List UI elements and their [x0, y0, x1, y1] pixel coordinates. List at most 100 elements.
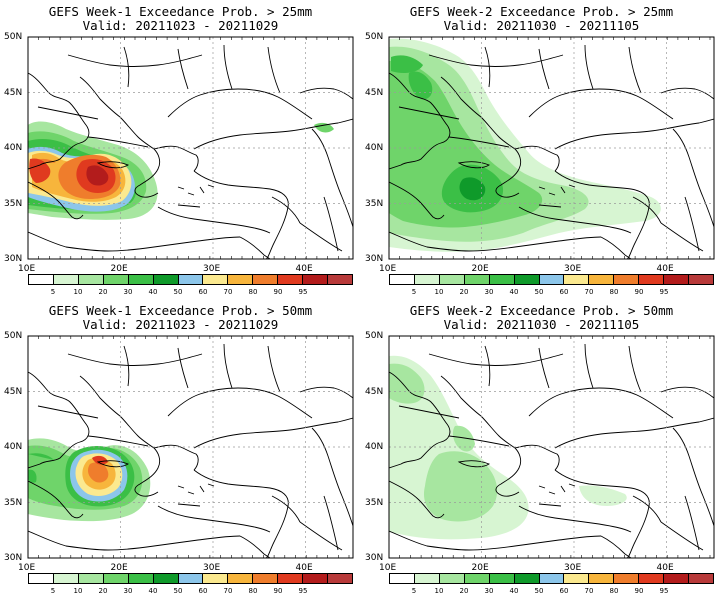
- colorbar-label: 95: [298, 288, 308, 296]
- lat-label: 50N: [4, 331, 23, 341]
- coastline: [28, 530, 241, 551]
- coastline: [28, 72, 90, 170]
- panel-week1-25mm: GEFS Week-1 Exceedance Prob. > 25mm Valid…: [0, 0, 361, 299]
- coastline: [28, 480, 84, 519]
- coastline: [28, 231, 241, 252]
- colorbar-swatch: [589, 574, 615, 583]
- lat-label: 30N: [365, 254, 384, 264]
- colorbar-label: 60: [559, 587, 569, 595]
- lat-label: 45N: [365, 87, 384, 98]
- coastline: [223, 44, 281, 94]
- coastline: [389, 480, 445, 519]
- coastline: [389, 72, 451, 170]
- colorbar-label: 5: [411, 587, 417, 595]
- colorbar: [389, 573, 714, 584]
- coastline: [518, 206, 632, 234]
- panel-title: GEFS Week-2 Exceedance Prob. > 25mm: [409, 4, 674, 19]
- colorbar-label: 80: [609, 288, 619, 296]
- map-frame: [388, 36, 715, 260]
- lon-label: 40E: [295, 264, 313, 274]
- coastline: [660, 386, 714, 399]
- coastline: [299, 386, 353, 399]
- coastline: [153, 145, 199, 172]
- map-frame: [388, 335, 715, 559]
- lon-label: 20E: [110, 264, 128, 274]
- colorbar-label: 95: [659, 288, 669, 296]
- lon-label: 40E: [656, 563, 674, 573]
- colorbar-swatch: [178, 275, 204, 284]
- coastline: [514, 145, 560, 172]
- colorbar-swatch: [203, 574, 229, 583]
- colorbar-swatch: [464, 275, 490, 284]
- panel-week1-50mm: GEFS Week-1 Exceedance Prob. > 50mm Valid…: [0, 299, 361, 598]
- colorbar-swatch: [53, 275, 79, 284]
- prob-20-30-area: [389, 60, 543, 228]
- prob-30-40-area: [28, 469, 37, 483]
- colorbar-swatch: [564, 275, 590, 284]
- coastline: [311, 427, 353, 527]
- lon-label: 10E: [379, 264, 397, 274]
- colorbar-label: 30: [484, 587, 494, 595]
- coastline: [428, 54, 564, 67]
- prob-10-20-area: [423, 451, 498, 522]
- colorbar-swatch: [514, 574, 540, 583]
- colorbar-swatch: [514, 275, 540, 284]
- coastline: [600, 535, 632, 558]
- colorbar-label: 80: [609, 587, 619, 595]
- coastline: [167, 88, 313, 120]
- colorbar-label: 90: [273, 288, 283, 296]
- prob-40-50-area: [459, 177, 486, 201]
- colorbar-label: 10: [73, 587, 83, 595]
- colorbar-label: 20: [98, 587, 108, 595]
- lat-label: 40N: [4, 143, 23, 153]
- coastline: [67, 353, 203, 366]
- colorbar-label: 95: [659, 587, 669, 595]
- lon-label: 30E: [203, 264, 221, 274]
- colorbar-label: 60: [198, 288, 208, 296]
- prob-20-30-area: [314, 122, 334, 133]
- lon-label: 10E: [18, 264, 36, 274]
- coastline: [271, 196, 343, 252]
- coastline: [28, 371, 90, 469]
- coastline: [96, 460, 129, 468]
- colorbar-label: 50: [173, 587, 183, 595]
- coastline: [538, 184, 576, 208]
- prob-10-20-area: [389, 363, 425, 404]
- colorbar-swatch: [253, 574, 279, 583]
- coastline: [193, 170, 289, 259]
- prob-30-40-area: [391, 55, 423, 73]
- colorbar-label: 90: [634, 288, 644, 296]
- coastline: [554, 118, 714, 150]
- probability-shading: [389, 38, 661, 252]
- colorbar-swatch: [439, 574, 465, 583]
- colorbar-swatch: [464, 574, 490, 583]
- prob-10-20-area: [452, 425, 475, 452]
- colorbar-swatch: [103, 574, 129, 583]
- colorbar-label: 20: [459, 288, 469, 296]
- coastline: [389, 371, 451, 469]
- coastlines: [389, 44, 714, 259]
- colorbar-swatch: [153, 574, 179, 583]
- coastline: [37, 106, 149, 148]
- coastline: [554, 417, 714, 449]
- colorbar-label: 50: [534, 587, 544, 595]
- coastline: [584, 44, 642, 94]
- coastline: [514, 444, 560, 471]
- coastline: [157, 206, 271, 234]
- colorbar-label: 20: [98, 288, 108, 296]
- colorbar-swatch: [539, 574, 565, 583]
- coastline: [484, 46, 550, 90]
- colorbar-label: 60: [559, 288, 569, 296]
- coastlines: [389, 343, 714, 558]
- lat-label: 35N: [365, 198, 384, 209]
- colorbar-label: 70: [584, 288, 594, 296]
- lat-label: 40N: [365, 442, 384, 452]
- coastline: [177, 184, 215, 208]
- colorbar-swatch: [639, 275, 665, 284]
- coastline: [428, 353, 564, 366]
- colorbar-swatch: [639, 574, 665, 583]
- colorbar-label: 70: [584, 587, 594, 595]
- coastline: [299, 87, 353, 100]
- panel-week2-25mm: GEFS Week-2 Exceedance Prob. > 25mm Valid…: [361, 0, 722, 299]
- coastline: [584, 343, 642, 393]
